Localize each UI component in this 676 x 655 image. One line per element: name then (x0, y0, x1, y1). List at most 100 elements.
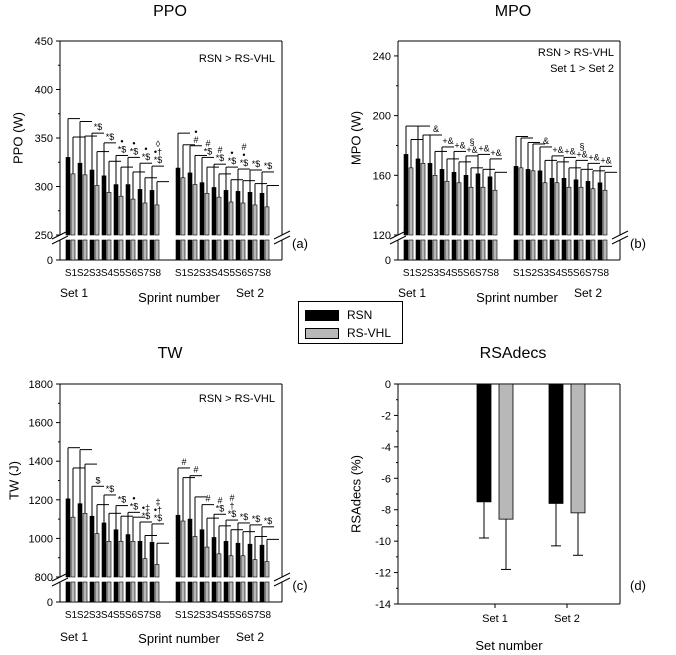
panel-a-ylabel: PPO (W) (11, 112, 26, 164)
panel-d-ytick-label: -6 (381, 473, 391, 485)
panel-a-bar-lower-rs-vhl-15 (264, 239, 270, 261)
panel-a-bar-lower-rs-vhl-4 (118, 239, 124, 261)
panel-a-sig-marker: # (241, 142, 246, 152)
panel-d-bar-rsn-1 (548, 383, 564, 504)
panel-b-bar-lower-rsn-7 (487, 239, 493, 261)
panel-a-xtick-label: S5 (223, 268, 236, 279)
panel-c-bar-rs-vhl-3 (106, 540, 112, 578)
panel-a-bar-lower-rsn-13 (235, 239, 241, 261)
panel-b-sig-marker: & (543, 136, 549, 146)
panel-d-ytick-label: -8 (381, 505, 391, 517)
panel-a-sig-marker: • (132, 138, 135, 148)
panel-b-sig-marker: +& (564, 146, 575, 156)
panel-c-sig-marker: # (193, 465, 198, 475)
panel-b-bar-rsn-13 (573, 179, 579, 236)
panel-b-bar-rs-vhl-5 (468, 186, 474, 236)
panel-b-bar-lower-rsn-11 (549, 239, 555, 261)
panel-c-bar-lower-rsn-1 (77, 581, 83, 603)
panel-c-sig-marker: *$ (142, 511, 151, 521)
panel-a-bar-lower-rs-vhl-9 (192, 239, 198, 261)
panel-c-xtick-label: S1 (65, 610, 78, 621)
panel-b-sig-marker: +& (552, 145, 563, 155)
panel-c-bar-rs-vhl-2 (94, 533, 100, 578)
panel-c-bar-rsn-9 (187, 518, 193, 578)
panel-a-bar-lower-rs-vhl-5 (130, 239, 136, 261)
panel-b-sig-marker: +& (588, 152, 599, 162)
panel-c-bar-lower-rsn-3 (101, 581, 107, 603)
panel-c-bar-rs-vhl-1 (82, 513, 88, 578)
panel-c-bar-rs-vhl-13 (240, 555, 246, 578)
panel-a-break-mark (273, 230, 291, 240)
panel-b-bar-lower-rs-vhl-15 (602, 239, 608, 261)
panel-c-sig-marker: *$ (216, 503, 225, 513)
panel-b-bar-lower-rs-vhl-6 (480, 239, 486, 261)
panel-c-bar-lower-rsn-4 (113, 581, 119, 603)
legend-swatch-rs-vhl (305, 327, 339, 339)
panel-b-bar-lower-rsn-1 (415, 239, 421, 261)
panel-b-sig-marker: +& (600, 155, 611, 165)
panel-b-sig-marker: +& (478, 143, 489, 153)
panel-c-bar-rsn-7 (149, 541, 155, 578)
panel-a-bar-rsn-11 (211, 187, 217, 236)
panel-c-bar-lower-rsn-14 (247, 581, 253, 603)
panel-a-bar-rs-vhl-14 (252, 204, 258, 236)
panel-a-bar-rs-vhl-15 (264, 206, 270, 236)
panel-b-bar-rsn-15 (597, 182, 603, 236)
panel-c-ytick-label: 1200 (29, 495, 53, 507)
panel-a-bar-rsn-3 (101, 175, 107, 236)
panel-c-bar-lower-rs-vhl-12 (228, 581, 234, 603)
panel-c-bar-lower-rsn-0 (65, 581, 71, 603)
panel-a-bar-rsn-0 (65, 157, 71, 236)
panel-d-xtick-label: Set 2 (554, 613, 580, 625)
panel-b-xtick-label: S3 (427, 268, 440, 279)
panel-b-bar-lower-rs-vhl-10 (542, 239, 548, 261)
panel-c-bar-rsn-0 (65, 498, 71, 578)
panel-c-bar-lower-rsn-11 (211, 581, 217, 603)
panel-a-bar-lower-rs-vhl-2 (94, 239, 100, 261)
panel-c-bar-lower-rs-vhl-10 (204, 581, 210, 603)
panel-b-bar-lower-rsn-5 (463, 239, 469, 261)
panel-a-bar-lower-rsn-8 (175, 239, 181, 261)
panel-a-bar-rs-vhl-7 (154, 204, 160, 236)
panel-a-xtick-label: S4 (211, 268, 224, 279)
panel-c-bar-rsn-12 (223, 540, 229, 578)
panel-c-bar-rs-vhl-5 (130, 540, 136, 578)
panel-c-sig-marker: # (217, 495, 222, 505)
panel-b-bar-lower-rs-vhl-7 (492, 239, 498, 261)
panel-a-bar-rs-vhl-12 (228, 201, 234, 236)
panel-b-bar-lower-rs-vhl-2 (432, 239, 438, 261)
panel-d-ytick-label: -12 (375, 568, 391, 580)
panel-a-sig-marker: *$ (216, 153, 225, 163)
panel-a-sig-marker: • (120, 136, 123, 146)
panel-a-xtick-label: S8 (149, 268, 162, 279)
panel-b-bar-lower-rs-vhl-4 (456, 239, 462, 261)
panel-b-bar-rsn-11 (549, 177, 555, 236)
panel-c-xtick-label: S7 (247, 610, 260, 621)
panel-a-break-mark (51, 235, 69, 245)
panel-a-sig-marker: # (193, 135, 198, 145)
panel-c-bar-rs-vhl-15 (264, 561, 270, 578)
panel-c-bar-rs-vhl-9 (192, 536, 198, 578)
panel-b-bar-rsn-0 (403, 154, 409, 236)
panel-b-bar-rsn-3 (439, 169, 445, 236)
panel-b-xtick-label: S5 (561, 268, 574, 279)
panel-b-bar-lower-rsn-6 (475, 239, 481, 261)
panel-c-bar-rs-vhl-8 (180, 520, 186, 578)
panel-a-bar-lower-rsn-11 (211, 239, 217, 261)
panel-a-xtick-label: S5 (113, 268, 126, 279)
panel-a-bar-lower-rs-vhl-8 (180, 239, 186, 261)
panel-b-xtick-label: S5 (451, 268, 464, 279)
panel-c-bar-rsn-11 (211, 537, 217, 578)
panel-c-bar-rsn-1 (77, 503, 83, 578)
panel-b-sig-marker: +& (490, 148, 501, 158)
legend-label-rs-vhl: RS-VHL (347, 326, 392, 340)
panel-b-xtick-label: S1 (403, 268, 416, 279)
panel-a-xlabel: Sprint number (138, 290, 220, 305)
panel-a-bar-rs-vhl-0 (70, 173, 76, 236)
panel-a-bar-rsn-5 (125, 184, 131, 236)
panel-a-bar-rsn-10 (199, 182, 205, 236)
panel-c-sig-marker: # (229, 493, 234, 503)
panel-d-xtick-label: Set 1 (482, 613, 508, 625)
panel-c-bar-rsn-8 (175, 514, 181, 578)
panel-b-bar-lower-rs-vhl-8 (518, 239, 524, 261)
